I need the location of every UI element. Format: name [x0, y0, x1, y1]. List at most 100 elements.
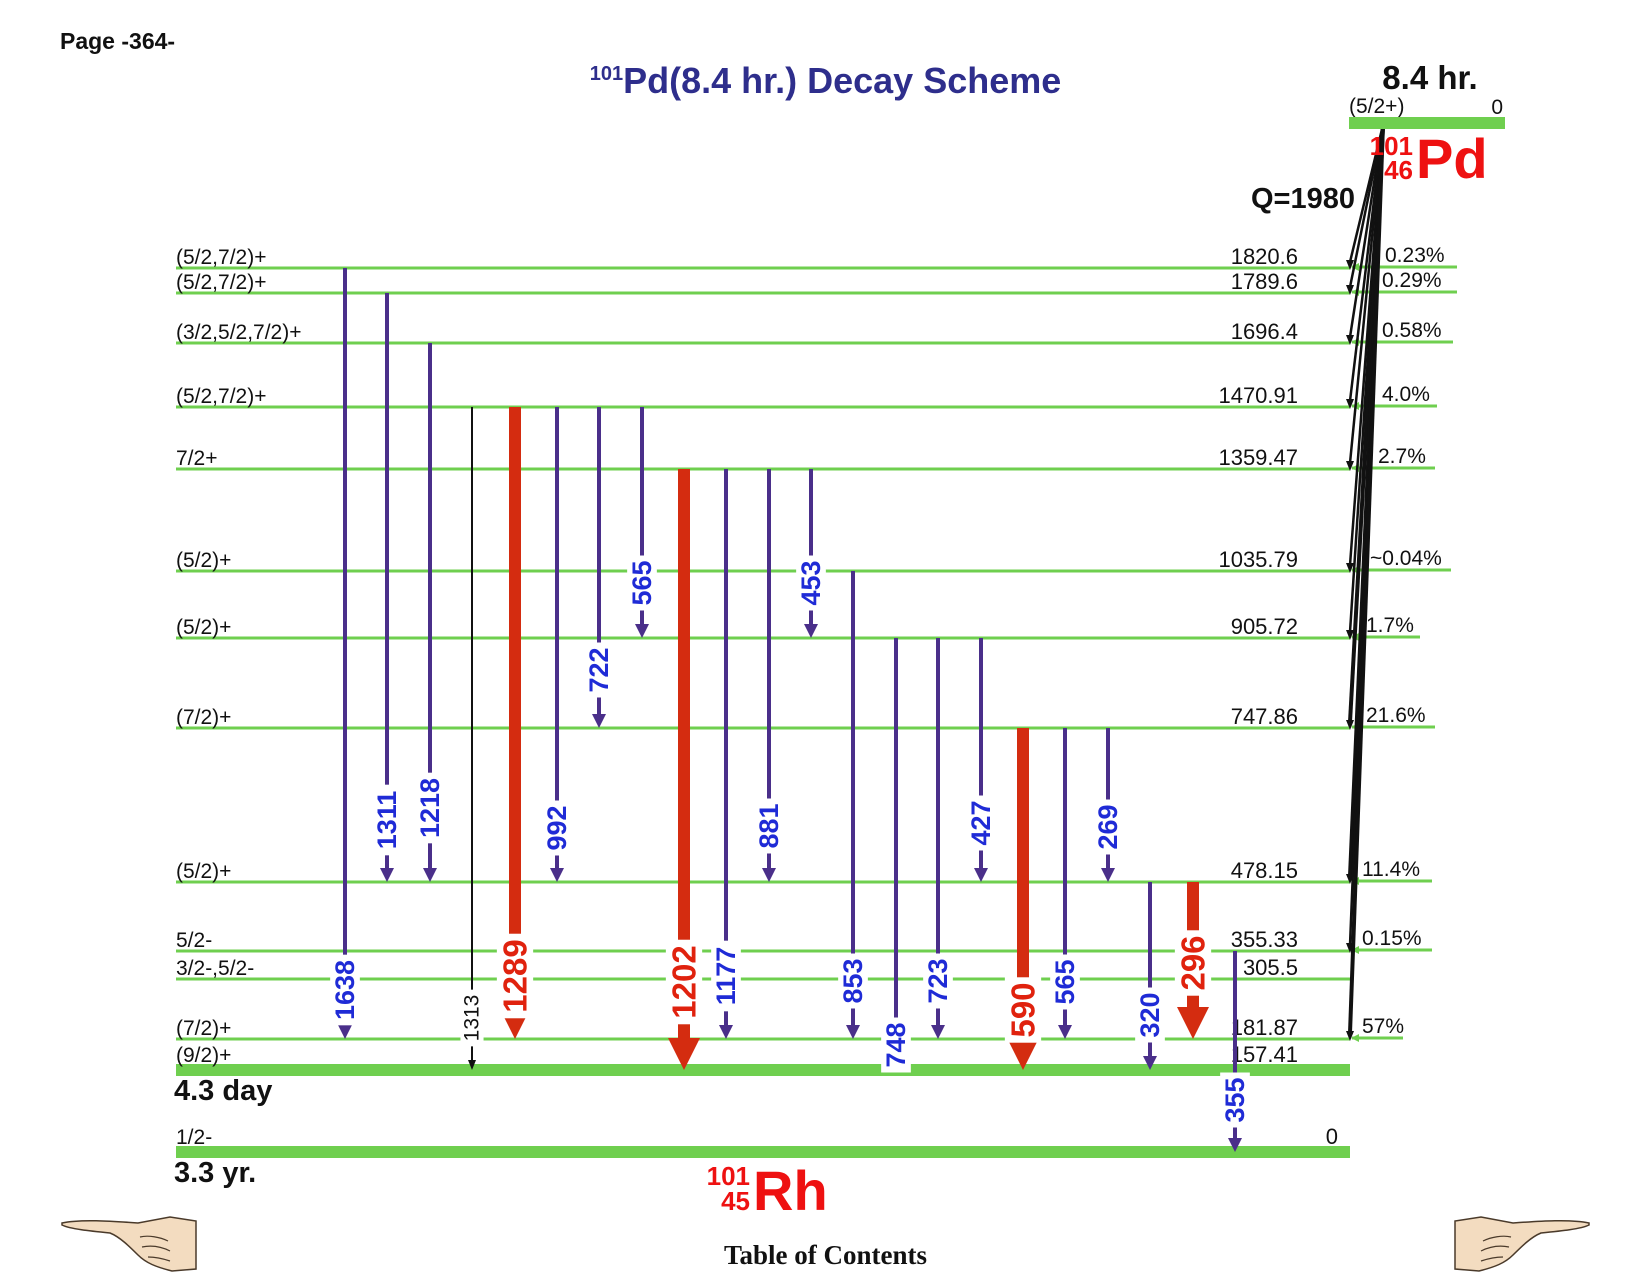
levels-layer: (5/2,7/2)+ 1820.6 (5/2,7/2)+ 1789.6 (3/2,5/2…	[174, 244, 1350, 1189]
beta-branch-label: 0.15%	[1362, 927, 1422, 950]
table-of-contents-link[interactable]: Table of Contents	[723, 1240, 928, 1270]
gamma-energy-label: 723	[923, 958, 953, 1003]
beta-branch-label: 11.4%	[1362, 858, 1420, 881]
gamma-arrowhead	[846, 1025, 860, 1039]
gamma-arrowhead	[592, 714, 606, 728]
parent-symbol: Pd	[1416, 127, 1488, 190]
gamma-energy-label: 748	[881, 1022, 911, 1067]
parent-level-bar	[1349, 117, 1505, 129]
gamma-energy-label: 590	[1005, 982, 1042, 1037]
gamma-label-background	[542, 800, 572, 856]
gamma-energy-label: 269	[1093, 804, 1123, 849]
gamma-arrowhead	[668, 1038, 700, 1070]
gamma-label-background	[1174, 930, 1212, 996]
q-value: Q=1980	[1251, 183, 1355, 215]
level-energy-label: 1359.47	[1218, 445, 1298, 470]
branch-arrowhead	[1351, 1034, 1359, 1042]
beta-feed-arrowhead	[1346, 563, 1354, 573]
beta-branch-label: 0.29%	[1382, 269, 1442, 292]
level-energy-label: 905.72	[1231, 614, 1298, 639]
level-energy-label: 1696.4	[1231, 319, 1298, 344]
gamma-transitions-layer: 1638 1311 1218 1313 1289 992 722 565 1202 1177 881…	[330, 268, 1250, 1152]
level-spin-label: (5/2,7/2)+	[176, 271, 266, 294]
beta-branch-label: 4.0%	[1382, 383, 1430, 406]
gamma-energy-label: 1313	[461, 995, 484, 1042]
parent-energy: 0	[1491, 96, 1503, 119]
gamma-arrowhead	[1007, 1038, 1039, 1070]
beta-feed-line	[1348, 124, 1385, 1034]
gamma-arrowhead	[719, 1025, 733, 1039]
page-title: 101Pd(8.4 hr.) Decay Scheme	[0, 60, 1651, 102]
level-halflife-label: 3.3 yr.	[174, 1157, 256, 1189]
gamma-label-background	[1135, 987, 1165, 1043]
level-energy-label: 181.87	[1231, 1015, 1298, 1040]
gamma-label-background	[1093, 799, 1123, 855]
gamma-label-background	[1004, 977, 1042, 1043]
parent-atomic-number: 46	[1384, 155, 1413, 185]
daughter-symbol: Rh	[753, 1159, 828, 1222]
beta-feed-arrowhead	[1346, 1031, 1354, 1041]
level-spin-label: (5/2)+	[176, 860, 231, 883]
gamma-label-background	[923, 953, 953, 1009]
level-spin-label: (7/2)+	[176, 706, 231, 729]
beta-feed-arrowhead	[1346, 630, 1354, 640]
pointing-hand-right-icon[interactable]	[1451, 1215, 1591, 1275]
gamma-energy-label: 355	[1220, 1077, 1250, 1122]
gamma-arrowhead	[423, 868, 437, 882]
beta-feed-arrowhead	[1346, 285, 1354, 295]
gamma-energy-label: 565	[627, 560, 657, 605]
gamma-arrowhead	[338, 1025, 352, 1039]
gamma-arrowhead	[931, 1025, 945, 1039]
level-spin-label: 7/2+	[176, 447, 217, 470]
page-label: Page -364-	[60, 28, 176, 54]
gamma-energy-label: 1638	[330, 960, 360, 1020]
gamma-arrowhead	[380, 868, 394, 882]
gamma-arrowhead	[1101, 868, 1115, 882]
beta-branch-label: 2.7%	[1378, 445, 1426, 468]
level-energy-label: 0	[1326, 1124, 1338, 1149]
gamma-label-background	[627, 555, 657, 611]
parent-spin: (5/2+)	[1349, 95, 1404, 118]
level-spin-label: 5/2-	[176, 929, 212, 952]
gamma-label-background	[1220, 1072, 1250, 1128]
level-energy-label: 1035.79	[1218, 547, 1298, 572]
gamma-energy-label: 1218	[415, 778, 445, 838]
level-energy-label: 305.5	[1243, 955, 1298, 980]
level-energy-label: 355.33	[1231, 927, 1298, 952]
gamma-arrowhead	[635, 624, 649, 638]
pointing-hand-left-icon[interactable]	[60, 1215, 200, 1275]
gamma-energy-label: 1177	[711, 947, 741, 1006]
ground-level-bar	[176, 1146, 1350, 1158]
level-spin-label: (3/2,5/2,7/2)+	[176, 321, 302, 344]
gamma-label-background	[584, 642, 614, 698]
gamma-label-background	[838, 953, 868, 1009]
gamma-arrowhead	[550, 868, 564, 882]
parent-halflife: 8.4 hr.	[1382, 59, 1477, 96]
gamma-arrowhead	[804, 624, 818, 638]
gamma-energy-label: 427	[966, 800, 996, 845]
beta-feed-line	[1348, 124, 1385, 338]
gamma-label-background	[415, 772, 445, 844]
gamma-label-background	[496, 933, 534, 1019]
gamma-arrowhead	[468, 1060, 476, 1070]
level-spin-label: 1/2-	[176, 1126, 212, 1149]
level-spin-label: 3/2-,5/2-	[176, 957, 254, 980]
beta-feed-arrowhead	[1346, 260, 1354, 270]
gamma-label-background	[330, 954, 360, 1026]
daughter-atomic-number: 45	[721, 1186, 750, 1216]
title-text: Pd(8.4 hr.) Decay Scheme	[623, 60, 1062, 101]
beta-branch-label: 0.23%	[1385, 244, 1445, 267]
gamma-energy-label: 296	[1175, 935, 1212, 990]
beta-feed-line	[1348, 124, 1385, 288]
gamma-arrowhead	[762, 868, 776, 882]
gamma-energy-label: 992	[542, 805, 572, 850]
level-energy-label: 1789.6	[1231, 269, 1298, 294]
gamma-energy-label: 565	[1050, 959, 1080, 1004]
gamma-label-background	[711, 940, 741, 1012]
beta-feed-arrowhead	[1346, 335, 1354, 345]
beta-feeding-layer: 0.23%0.29% 0.58% 4.0% 2.7% ~0.04% 1.7% 21.6% 11…	[1346, 124, 1457, 1042]
gamma-energy-label: 722	[584, 647, 614, 692]
gamma-arrowhead	[1058, 1025, 1072, 1039]
gamma-energy-label: 1289	[497, 939, 534, 1012]
level-energy-label: 478.15	[1231, 858, 1298, 883]
